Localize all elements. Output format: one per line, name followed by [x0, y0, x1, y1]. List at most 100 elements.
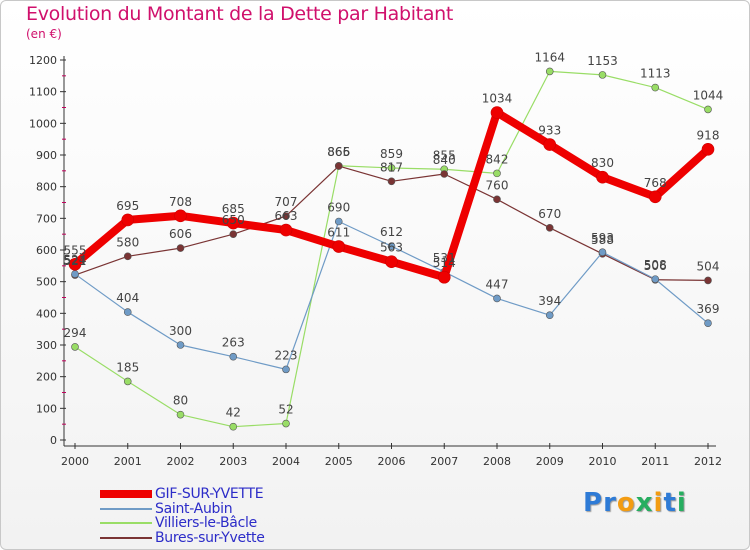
y-tick-label: 1100 — [29, 86, 57, 99]
data-point-villiers-le-b-cle — [651, 83, 660, 92]
y-tick-label: 400 — [36, 307, 57, 320]
data-label-villiers-le-b-cle: 842 — [486, 152, 509, 166]
data-label-bures-sur-yvette: 506 — [644, 259, 667, 273]
data-point-bures-sur-yvette — [229, 230, 238, 238]
data-point-saint-aubin — [387, 242, 396, 250]
data-label-saint-aubin: 404 — [116, 291, 139, 305]
legend-swatch — [100, 508, 152, 510]
data-point-villiers-le-b-cle — [493, 169, 501, 178]
legend-swatch — [100, 522, 152, 524]
data-label-villiers-le-b-cle: 1164 — [534, 50, 565, 64]
data-label-gif-sur-yvette: 933 — [538, 124, 561, 138]
y-tick-label: 100 — [36, 402, 57, 415]
y-tick-label: 300 — [36, 339, 57, 352]
data-point-saint-aubin — [123, 308, 132, 316]
data-label-bures-sur-yvette: 650 — [222, 213, 245, 227]
x-tick-label: 2000 — [61, 455, 89, 468]
data-point-gif-sur-yvette — [121, 213, 135, 227]
data-label-gif-sur-yvette: 514 — [433, 256, 456, 270]
data-label-gif-sur-yvette: 768 — [644, 176, 667, 190]
y-tick-label: 700 — [36, 212, 57, 225]
data-point-bures-sur-yvette — [704, 276, 712, 285]
legend-label: Saint-Aubin — [155, 501, 233, 517]
y-tick-label: 1200 — [29, 54, 57, 67]
data-point-gif-sur-yvette — [596, 170, 609, 184]
data-point-saint-aubin — [71, 270, 79, 278]
data-label-saint-aubin: 447 — [486, 277, 509, 291]
logo-letter: r — [603, 488, 617, 518]
x-tick-label: 2009 — [536, 455, 564, 468]
data-label-saint-aubin: 612 — [380, 225, 403, 239]
data-point-villiers-le-b-cle — [704, 105, 712, 114]
data-label-saint-aubin: 300 — [169, 324, 192, 338]
data-label-bures-sur-yvette: 521 — [64, 254, 87, 268]
data-label-bures-sur-yvette: 580 — [116, 235, 139, 249]
data-point-gif-sur-yvette — [68, 257, 82, 271]
data-point-villiers-le-b-cle — [176, 410, 185, 419]
data-label-bures-sur-yvette: 707 — [275, 195, 298, 209]
logo-letter: o — [616, 488, 636, 518]
data-label-saint-aubin: 524 — [64, 253, 87, 267]
x-tick-label: 2012 — [694, 455, 722, 468]
data-label-bures-sur-yvette: 760 — [486, 178, 509, 192]
legend-swatch — [100, 490, 152, 498]
legend-swatch — [100, 537, 152, 539]
data-label-bures-sur-yvette: 840 — [433, 153, 456, 167]
data-label-bures-sur-yvette: 817 — [380, 160, 403, 174]
data-point-villiers-le-b-cle — [598, 71, 607, 79]
data-label-bures-sur-yvette: 670 — [538, 207, 561, 221]
data-point-saint-aubin — [282, 365, 290, 374]
data-label-villiers-le-b-cle: 52 — [278, 403, 293, 417]
logo-letter: i — [653, 488, 664, 518]
data-point-gif-sur-yvette — [226, 216, 240, 230]
logo-letter: t — [663, 488, 677, 518]
data-label-gif-sur-yvette: 708 — [169, 195, 192, 209]
data-label-gif-sur-yvette: 563 — [380, 241, 403, 255]
data-point-gif-sur-yvette — [648, 190, 662, 204]
data-point-gif-sur-yvette — [174, 209, 187, 223]
x-tick-label: 2003 — [219, 455, 247, 468]
data-point-gif-sur-yvette — [437, 270, 451, 284]
data-label-villiers-le-b-cle: 866 — [327, 145, 350, 159]
data-point-villiers-le-b-cle — [545, 67, 554, 76]
data-label-gif-sur-yvette: 555 — [64, 243, 87, 257]
data-point-gif-sur-yvette — [279, 223, 293, 237]
data-label-saint-aubin: 690 — [327, 201, 350, 215]
data-point-bures-sur-yvette — [123, 252, 132, 261]
y-tick-label: 1000 — [29, 117, 57, 130]
legend-label: Villiers-le-Bâcle — [155, 515, 257, 531]
y-tick-label: 600 — [36, 244, 57, 257]
data-label-gif-sur-yvette: 830 — [591, 156, 614, 170]
x-tick-label: 2002 — [167, 455, 195, 468]
data-label-villiers-le-b-cle: 42 — [226, 406, 241, 420]
data-point-gif-sur-yvette — [701, 143, 715, 156]
data-point-bures-sur-yvette — [176, 244, 185, 252]
data-point-villiers-le-b-cle — [71, 343, 79, 351]
data-point-saint-aubin — [493, 294, 501, 303]
data-point-bures-sur-yvette — [493, 195, 501, 204]
data-label-saint-aubin: 369 — [697, 302, 720, 316]
x-tick-label: 2010 — [589, 455, 617, 468]
data-label-gif-sur-yvette: 611 — [327, 226, 350, 240]
data-point-villiers-le-b-cle — [282, 419, 290, 428]
data-label-villiers-le-b-cle: 1044 — [693, 88, 724, 102]
y-tick-label: 500 — [36, 276, 57, 289]
data-label-saint-aubin: 223 — [275, 348, 298, 362]
x-tick-label: 2011 — [641, 455, 669, 468]
data-label-villiers-le-b-cle: 294 — [64, 326, 87, 340]
data-point-saint-aubin — [176, 341, 185, 349]
data-label-villiers-le-b-cle: 185 — [116, 360, 139, 374]
logo-letter: P — [583, 488, 604, 518]
x-tick-label: 2007 — [430, 455, 458, 468]
data-point-villiers-le-b-cle — [123, 377, 132, 386]
data-label-saint-aubin: 394 — [538, 294, 561, 308]
data-label-saint-aubin: 508 — [644, 258, 667, 272]
y-tick-label: 800 — [36, 181, 57, 194]
chart-subtitle: (en €) — [26, 27, 62, 41]
data-label-bures-sur-yvette: 504 — [697, 259, 720, 273]
data-label-gif-sur-yvette: 663 — [275, 209, 298, 223]
data-label-bures-sur-yvette: 865 — [327, 145, 350, 159]
y-tick-label: 0 — [50, 434, 57, 447]
logo-letter: i — [676, 488, 687, 518]
